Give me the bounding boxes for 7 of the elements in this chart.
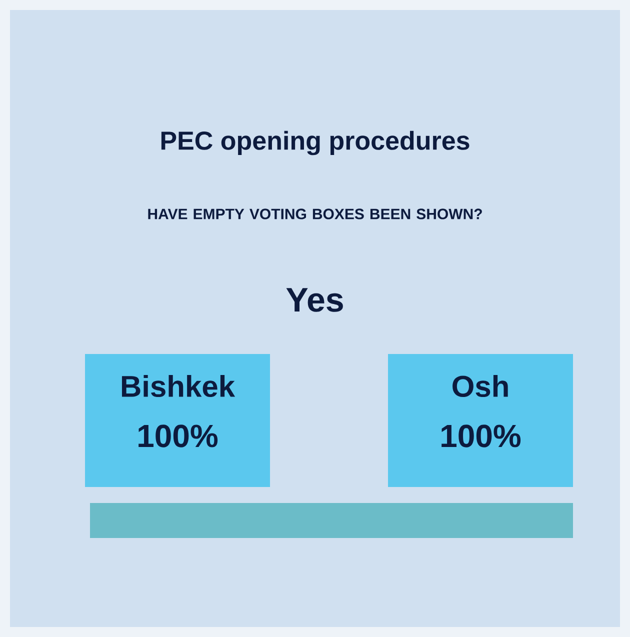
data-label: 100% <box>138 424 218 448</box>
text: PEC opening procedures <box>161 130 470 156</box>
text: HAVE EMPTY VOTING BOXES BEEN SHOWN? <box>148 208 482 220</box>
data-label: 100% <box>442 424 521 448</box>
category-label: Osh <box>452 374 508 398</box>
text: Yes <box>286 288 343 312</box>
category-label: Bishkek <box>122 374 236 398</box>
